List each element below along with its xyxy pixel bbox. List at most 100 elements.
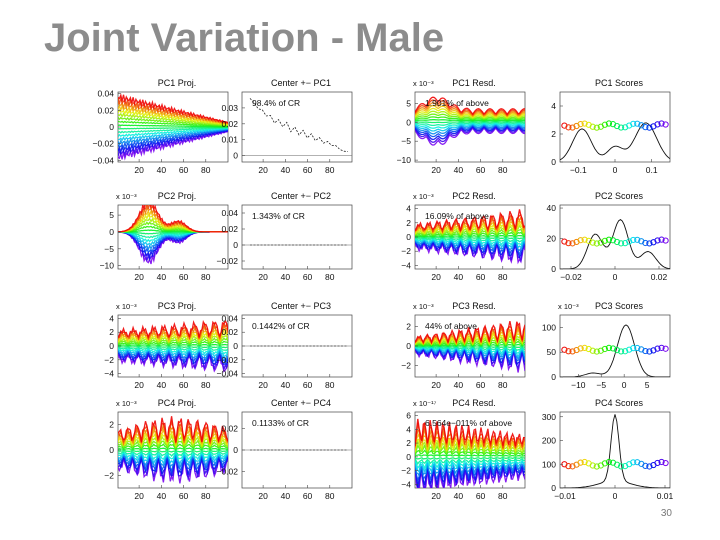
plot-frame [559,204,671,270]
y-tick-label: 200 [542,436,556,446]
panel-title: PC4 Resd. [452,398,496,408]
y-tick-label: −0.02 [216,256,238,266]
score-point [646,124,653,131]
axis-exponent: x 10⁻³ [116,302,137,311]
score-point [626,346,633,353]
y-tick-label: 0 [109,341,114,351]
score-point [581,236,588,243]
panel-scores-2: PC2 Scores −0.02 0 0.02 40 20 0 [547,191,671,282]
y-tick-label: 0 [551,483,556,493]
x-tick-label: 80 [498,380,508,390]
y-tick-label: 0 [551,264,556,274]
score-point [646,348,653,355]
y-tick-label: −0.04 [216,369,238,379]
panel-scores-3: PC3 Scores x 10⁻³ −10 −5 0 5 100 50 0 [542,301,671,390]
x-tick-label: 40 [281,380,291,390]
series-line [415,209,525,232]
score-point [601,460,608,467]
series-line [118,116,228,127]
y-tick-label: −2 [401,466,411,476]
score-point [605,236,613,243]
y-tick-label: −2 [104,470,114,480]
score-point [589,123,596,130]
plot-frame [559,314,671,378]
series-line [118,130,228,161]
panel-annotation: 16.09% of above [425,211,489,221]
score-point [569,240,576,247]
series-line [415,124,525,138]
score-point [617,240,625,247]
x-tick-label: 20 [258,272,268,282]
x-tick-label: 40 [157,165,167,175]
y-tick-label: 2 [406,218,411,228]
series-line [118,128,228,147]
score-point [617,124,625,131]
series-line [415,110,525,120]
score-point [617,348,625,355]
series-line [415,345,525,352]
x-tick-label: 40 [454,272,464,282]
y-tick-label: −10 [100,261,115,271]
score-point [593,463,600,470]
series-line [118,337,228,345]
axis-exponent: x 10⁻¹⁷ [413,399,437,408]
panel-proj-1: PC1 Proj. 20 40 60 80 0.04 0.02 0 −0.02 −0.04 [92,78,229,175]
x-tick-label: 20 [134,165,144,175]
x-tick-label: 80 [325,380,335,390]
score-point [569,463,576,470]
series-line [118,451,228,466]
score-point [642,462,649,470]
y-tick-label: 0.02 [221,423,238,433]
y-tick-label: 0.04 [221,208,238,218]
series-line [118,416,228,443]
x-tick-label: 60 [303,380,313,390]
score-point [630,120,637,127]
plot-data [118,93,228,161]
panel-scores-1: PC1 Scores −0.1 0 0.1 4 2 0 [551,78,671,175]
plot-data [560,219,670,269]
series-line [415,457,525,466]
score-point [613,238,621,246]
center-line [249,98,349,152]
series-line [118,447,228,451]
score-point [569,124,576,131]
x-tick-label: 80 [325,272,335,282]
score-point [654,121,661,128]
axis-exponent: x 10⁻³ [413,79,434,88]
plot-data [415,96,525,146]
y-tick-label: 0.04 [221,313,238,323]
density-curve [560,219,670,269]
series-line [118,350,228,366]
x-tick-label: −0.01 [554,491,576,501]
panel-center-3: Center +− PC3 0.1442% of CR 20 40 60 80 0.04 0.… [216,301,353,390]
series-line [415,236,525,240]
panel-title: PC2 Proj. [158,191,197,201]
y-tick-label: −2 [401,246,411,256]
y-tick-label: 0 [406,117,411,127]
x-tick-label: 40 [157,272,167,282]
y-tick-label: −0.02 [216,467,238,477]
y-tick-label: 6 [406,410,411,420]
y-tick-label: 0.01 [221,135,238,145]
panel-center-4: Center +− PC4 0.1133% of CR 20 40 60 80 0.02 0 −… [216,398,353,501]
plot-data [415,209,525,265]
panel-proj-2: PC2 Proj. x 10⁻³ 20 40 60 80 5 0 −5 −10 [100,191,229,282]
y-tick-label: −2 [401,360,411,370]
series-line [118,328,228,343]
y-tick-label: 4 [406,204,411,214]
series-line [415,454,525,458]
plot-frame [241,204,353,270]
panel-annotation: 0.1133% of CR [252,418,309,428]
y-tick-label: 0 [233,240,238,250]
panel-title: PC3 Resd. [452,301,496,311]
series-line [118,346,228,351]
series-line [415,237,525,243]
series-line [415,459,525,474]
score-point [589,347,596,354]
score-point [613,461,621,468]
axis-exponent: x 10⁻³ [116,399,137,408]
slide-title: Joint Variation - Male [44,16,445,60]
x-tick-label: 0.02 [651,272,668,282]
score-point [593,124,600,131]
series-line [118,93,228,124]
